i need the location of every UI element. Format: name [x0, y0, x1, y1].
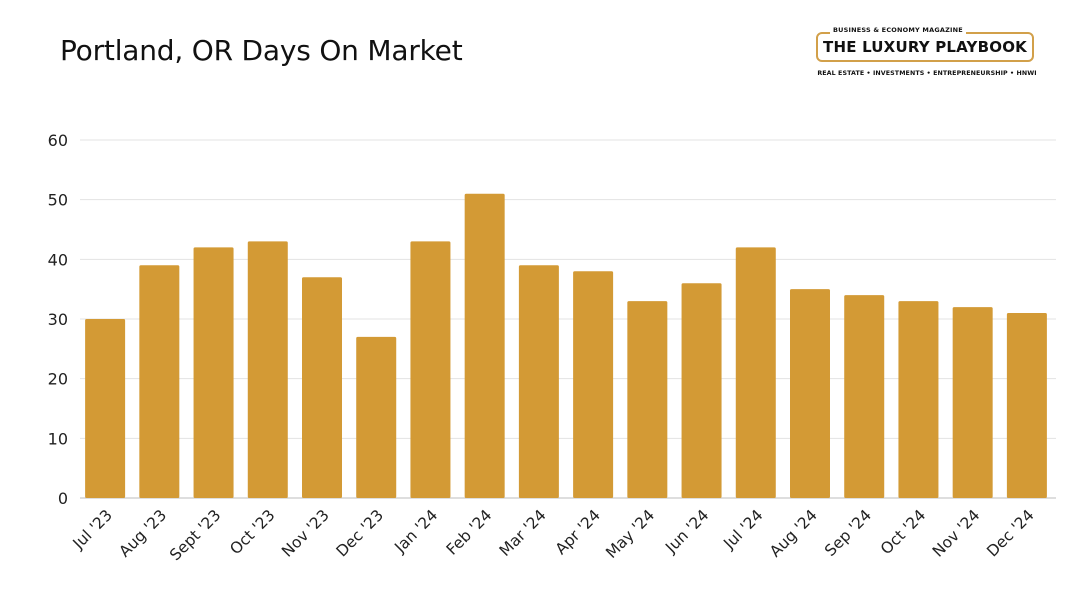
x-tick-label: Mar '24 — [496, 506, 550, 560]
y-tick-label: 0 — [58, 489, 68, 508]
bar — [1006, 313, 1047, 498]
x-tick-label: Oct '23 — [226, 506, 278, 558]
x-tick-label: Apr '24 — [552, 506, 604, 558]
bar — [573, 271, 614, 498]
x-tick-label: Jul '24 — [719, 506, 766, 553]
x-tick-label: Dec '23 — [333, 506, 387, 560]
x-tick-label: Jan '24 — [390, 506, 441, 557]
x-tick-label: Jul '23 — [69, 506, 116, 553]
y-tick-label: 50 — [48, 191, 68, 210]
bar — [247, 241, 288, 498]
x-tick-label: Nov '23 — [278, 506, 333, 561]
bar — [464, 193, 505, 498]
bar — [518, 265, 559, 498]
bar — [735, 247, 776, 498]
bar — [302, 277, 342, 498]
x-tick-label: Sep '24 — [821, 506, 875, 560]
y-tick-label: 40 — [48, 250, 68, 269]
y-tick-label: 60 — [48, 131, 68, 150]
x-tick-label: Aug '23 — [116, 506, 171, 561]
bar — [356, 336, 397, 498]
x-tick-label: Dec '24 — [983, 506, 1037, 560]
bar — [681, 283, 722, 498]
x-tick-label: Jun '24 — [661, 506, 712, 557]
bar — [193, 247, 234, 498]
bar — [410, 241, 451, 498]
x-tick-label: Oct '24 — [877, 506, 929, 558]
x-tick-label: Aug '24 — [766, 506, 821, 561]
y-tick-label: 20 — [48, 370, 68, 389]
chart-title: Portland, OR Days On Market — [60, 34, 463, 67]
bar — [898, 301, 939, 498]
luxury-playbook-logo: THE LUXURY PLAYBOOK BUSINESS & ECONOMY M… — [816, 26, 1038, 82]
bar — [952, 307, 993, 498]
logo-tagline-top: BUSINESS & ECONOMY MAGAZINE — [830, 26, 966, 34]
x-tick-label: Sept '23 — [166, 506, 224, 564]
x-tick-label: Feb '24 — [443, 506, 496, 559]
bar — [139, 265, 180, 498]
bar — [627, 301, 668, 498]
x-tick-label: May '24 — [602, 506, 658, 562]
bar — [85, 319, 126, 498]
x-tick-label: Nov '24 — [929, 506, 984, 561]
y-tick-label: 30 — [48, 310, 68, 329]
bar — [844, 295, 885, 498]
logo-tagline-bottom: REAL ESTATE • INVESTMENTS • ENTREPRENEUR… — [817, 70, 1037, 77]
bar — [790, 289, 830, 498]
y-tick-label: 10 — [48, 429, 68, 448]
